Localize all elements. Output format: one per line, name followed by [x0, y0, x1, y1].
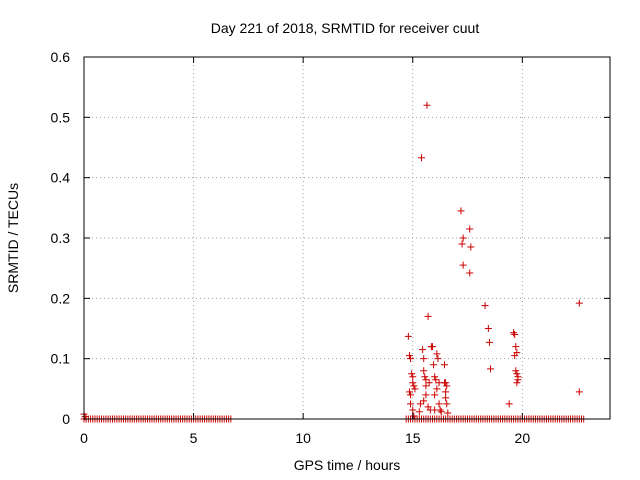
data-point	[432, 376, 440, 384]
x-tick-label: 10	[295, 430, 311, 446]
data-point	[434, 355, 442, 363]
data-point	[459, 234, 467, 242]
x-tick-label: 5	[190, 430, 198, 446]
data-point	[441, 379, 449, 387]
data-point	[505, 400, 513, 408]
y-tick-label: 0.1	[51, 351, 71, 367]
data-point	[437, 408, 445, 416]
data-point	[466, 225, 474, 233]
data-point	[484, 325, 492, 332]
data-point	[433, 350, 441, 358]
data-point	[409, 406, 417, 414]
data-point	[441, 361, 449, 369]
data-point	[404, 332, 412, 340]
data-point	[431, 391, 439, 399]
data-point	[511, 331, 519, 339]
data-point	[405, 352, 413, 360]
data-point	[422, 382, 430, 390]
data-point	[512, 343, 520, 351]
data-point	[415, 408, 423, 416]
data-point	[407, 355, 415, 363]
data-point	[424, 312, 432, 320]
data-point	[421, 373, 429, 381]
x-axis: 0 5 10 15 20	[80, 57, 530, 446]
data-point	[420, 397, 428, 405]
data-point	[420, 355, 428, 363]
data-point	[409, 379, 417, 387]
data-point	[459, 261, 467, 269]
data-point	[514, 376, 522, 384]
data-point	[575, 388, 583, 396]
data-point	[410, 382, 418, 390]
data-point	[416, 400, 424, 408]
data-point	[431, 406, 439, 414]
data-point	[407, 400, 415, 408]
data-point	[510, 329, 518, 337]
y-axis: 0 0.1 0.2 0.3 0.4 0.5 0.6	[51, 49, 610, 427]
data-point	[457, 207, 465, 215]
data-point	[418, 154, 426, 162]
data-point	[422, 391, 430, 399]
data-point	[433, 385, 441, 393]
y-tick-label: 0.5	[51, 109, 71, 125]
data-point	[511, 352, 519, 360]
x-tick-label: 15	[405, 430, 421, 446]
data-point	[407, 391, 415, 399]
data-point	[408, 370, 416, 378]
data-point	[481, 302, 489, 310]
data-point	[513, 379, 521, 387]
data-point	[431, 373, 439, 381]
data-point	[405, 388, 413, 396]
y-tick-label: 0.4	[51, 170, 71, 186]
x-tick-label: 20	[515, 430, 531, 446]
x-axis-label: GPS time / hours	[294, 457, 401, 473]
x-tick-label: 0	[80, 430, 88, 446]
data-point	[409, 373, 417, 381]
data-point	[512, 367, 520, 375]
data-point	[420, 367, 428, 375]
data-point	[575, 299, 583, 307]
data-point	[423, 101, 431, 109]
y-axis-label: SRMTID / TECUs	[5, 183, 21, 293]
data-point	[466, 269, 474, 277]
data-point	[435, 400, 443, 408]
chart-title: Day 221 of 2018, SRMTID for receiver cuu…	[211, 20, 480, 36]
data-point	[430, 361, 438, 369]
data-point	[411, 385, 419, 393]
plot-frame	[83, 56, 611, 420]
data-point	[442, 388, 450, 396]
grid-lines	[84, 57, 610, 419]
data-point	[513, 370, 521, 378]
data-points	[80, 101, 588, 423]
data-point	[422, 376, 430, 384]
y-tick-label: 0.6	[51, 49, 71, 65]
data-point	[425, 379, 433, 387]
data-point	[487, 365, 495, 373]
data-point	[458, 240, 466, 248]
data-point	[410, 412, 418, 420]
data-point	[428, 343, 436, 351]
y-tick-label: 0.3	[51, 230, 71, 246]
data-point	[442, 394, 450, 402]
data-point	[485, 338, 493, 346]
data-point	[419, 346, 427, 354]
y-tick-label: 0	[62, 411, 70, 427]
data-point	[443, 400, 451, 408]
data-point	[467, 243, 475, 251]
data-point	[444, 409, 452, 417]
y-tick-label: 0.2	[51, 290, 71, 306]
